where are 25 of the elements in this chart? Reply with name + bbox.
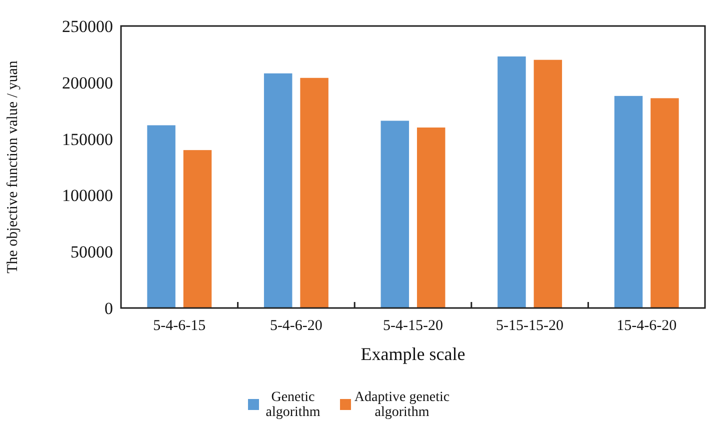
x-tick-label: 5-4-6-15 xyxy=(153,318,206,334)
y-axis-title: The objective function value / yuan xyxy=(5,60,21,274)
bar xyxy=(300,78,328,308)
y-tick-label: 50000 xyxy=(70,242,113,262)
x-tick-label: 5-4-6-20 xyxy=(270,318,322,334)
bar xyxy=(534,60,562,308)
bar xyxy=(498,56,526,308)
bar xyxy=(183,150,212,308)
legend-label: Adaptive genetic algorithm xyxy=(354,390,450,420)
x-tick-label: 15-4-6-20 xyxy=(616,318,677,334)
x-tick-label: 5-4-15-20 xyxy=(383,318,443,334)
y-tick-label: 200000 xyxy=(62,73,113,92)
bar xyxy=(147,125,176,308)
y-tick-label: 150000 xyxy=(62,130,113,149)
bar xyxy=(264,73,292,308)
x-tick-label: 5-15-15-20 xyxy=(496,318,564,334)
y-tick-label: 100000 xyxy=(62,186,113,206)
y-tick-label: 0 xyxy=(104,298,113,318)
x-axis-title: Example scale xyxy=(360,344,466,364)
y-tick-label: 250000 xyxy=(62,16,113,36)
bar xyxy=(380,120,410,308)
legend-label: Genetic algorithm xyxy=(266,390,320,420)
bar xyxy=(416,128,446,308)
bar xyxy=(614,96,643,308)
bar xyxy=(650,98,679,308)
